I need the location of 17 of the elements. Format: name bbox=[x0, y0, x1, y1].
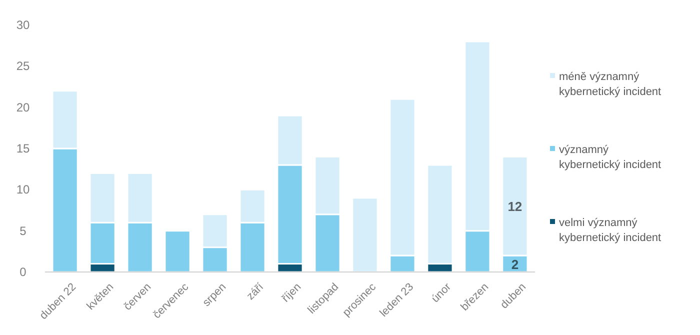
y-tick-label: 20 bbox=[16, 100, 30, 114]
data-label: 12 bbox=[508, 199, 522, 214]
legend-label: velmi významný kybernetický incident bbox=[559, 217, 662, 244]
x-tick-label: září bbox=[244, 280, 267, 303]
y-tick-label: 25 bbox=[16, 59, 30, 74]
bar bbox=[352, 197, 378, 273]
x-tick-label: říjen bbox=[280, 281, 304, 305]
y-tick-label: 15 bbox=[16, 142, 30, 156]
data-label: 2 bbox=[511, 256, 519, 272]
y-tick-label: 0 bbox=[20, 265, 27, 279]
y-tick-label: 5 bbox=[20, 224, 27, 238]
x-tick-label: únor bbox=[429, 280, 454, 306]
legend-label: méně významný kybernetický incident bbox=[559, 71, 662, 98]
legend-label: významný kybernetický incident bbox=[559, 144, 662, 171]
y-tick-label: 10 bbox=[16, 182, 30, 197]
bar bbox=[164, 230, 191, 273]
y-tick-label: 30 bbox=[16, 18, 30, 32]
